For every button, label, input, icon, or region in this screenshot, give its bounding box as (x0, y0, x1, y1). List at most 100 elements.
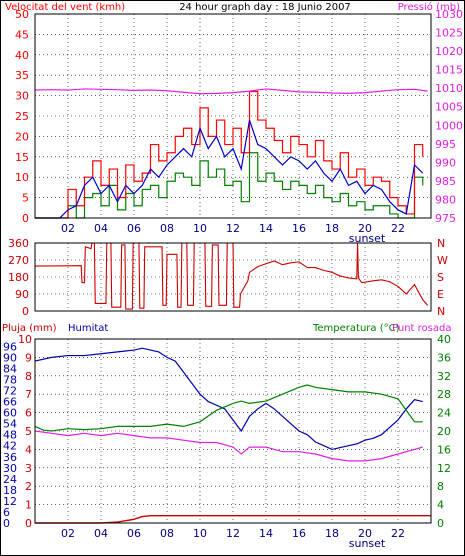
dewpoint-line (34, 430, 423, 462)
compass-ytick: N (437, 237, 445, 250)
wind-ytick: 5 (22, 192, 29, 205)
wind-ytick: 25 (15, 110, 29, 123)
dewpoint-axis-title: Punt rosada (392, 323, 451, 334)
wind-gust-line (35, 90, 424, 219)
pressure-ytick: 1030 (435, 8, 463, 21)
wind-average-line (35, 119, 424, 219)
humidity-ytick: 90 (3, 351, 17, 364)
chart-title: 24 hour graph day : 18 Junio 2007 (179, 2, 351, 13)
direction-ytick: 360 (8, 237, 29, 250)
temperature-line (34, 384, 423, 432)
wind-direction-line (34, 242, 429, 310)
humidity-ytick: 72 (3, 385, 17, 398)
climate-panel-frame (34, 338, 432, 524)
rain-ytick: 8 (25, 370, 32, 383)
compass-ytick: W (437, 254, 448, 267)
wind-panel-xtick: 20 (358, 222, 372, 235)
climate-panel-xtick: 18 (325, 527, 339, 540)
compass-ytick: S (437, 271, 444, 284)
pressure-ytick: 980 (435, 193, 456, 206)
wind-speed-axis-title: Velocitat del vent (kmh) (5, 2, 125, 13)
rain-ytick: 2 (25, 480, 32, 493)
climate-panel-xtick: 14 (259, 527, 273, 540)
humidity-ytick: 54 (3, 418, 17, 431)
wind-panel-xtick: 22 (391, 222, 405, 235)
wind-panel-xtick: 14 (259, 222, 273, 235)
temperature-axis-title: Temperatura (°C) (312, 323, 400, 334)
climate-panel-xtick: 20 (358, 527, 372, 540)
wind-ytick: 50 (15, 8, 29, 21)
rain-ytick: 6 (25, 407, 32, 420)
humidity-ytick: 6 (3, 506, 10, 519)
climate-panel-sunset-label: sunset (349, 537, 386, 550)
humidity-ytick: 60 (3, 407, 17, 420)
wind-ytick: 0 (22, 212, 29, 225)
humidity-axis-title: Humitat (68, 323, 108, 334)
wind-ytick: 35 (15, 69, 29, 82)
humidity-ytick: 78 (3, 373, 17, 386)
temperature-ytick: 32 (437, 370, 451, 383)
rain-ytick: 9 (25, 351, 32, 364)
compass-ytick: E (437, 288, 444, 301)
humidity-ytick: 30 (3, 462, 17, 475)
wind-ytick: 40 (15, 49, 29, 62)
climate-panel-xtick: 06 (127, 527, 141, 540)
temperature-ytick: 24 (437, 407, 451, 420)
temperature-ytick: 4 (437, 499, 444, 512)
wind-ytick: 20 (15, 130, 29, 143)
pressure-ytick: 995 (435, 138, 456, 151)
humidity-ytick: 66 (3, 396, 17, 409)
climate-panel-xtick: 16 (292, 527, 306, 540)
pressure-ytick: 1020 (435, 45, 463, 58)
pressure-line (34, 88, 428, 95)
humidity-line (34, 347, 423, 451)
temperature-ytick: 36 (437, 351, 451, 364)
wind-panel-frame (34, 13, 432, 219)
wind-panel-xtick: 02 (61, 222, 75, 235)
humidity-ytick: 42 (3, 440, 17, 453)
humidity-ytick: 96 (3, 340, 17, 353)
temperature-ytick: 20 (437, 425, 451, 438)
climate-panel-xtick: 04 (94, 527, 108, 540)
pressure-ytick: 975 (435, 212, 456, 225)
pressure-ytick: 1000 (435, 119, 463, 132)
wind-ytick: 30 (15, 90, 29, 103)
humidity-ytick: 24 (3, 473, 17, 486)
climate-panel-xtick: 12 (226, 527, 240, 540)
pressure-axis-title: Pressió (mb) (398, 1, 460, 13)
rain-ytick: 5 (25, 425, 32, 438)
temperature-ytick: 16 (437, 443, 451, 456)
climate-panel-xtick: 22 (391, 527, 405, 540)
pressure-ytick: 1005 (435, 101, 463, 114)
wind-panel-xtick: 16 (292, 222, 306, 235)
wind-panel-sunset-label: sunset (349, 232, 386, 245)
direction-ytick: 270 (8, 254, 29, 267)
wind-panel-xtick: 12 (226, 222, 240, 235)
rain-ytick: 0 (25, 517, 32, 530)
pressure-ytick: 990 (435, 156, 456, 169)
rain-ytick: 10 (18, 333, 32, 346)
pressure-ytick: 1025 (435, 27, 463, 40)
climate-panel-xtick: 08 (160, 527, 174, 540)
direction-ytick: 180 (8, 271, 29, 284)
wind-panel-xtick: 06 (127, 222, 141, 235)
rain-axis-title: Pluja (mm) (2, 323, 57, 334)
wind-panel-xtick: 04 (94, 222, 108, 235)
direction-panel-frame (34, 242, 432, 312)
wind-panel-xtick: 18 (325, 222, 339, 235)
temperature-ytick: 12 (437, 462, 451, 475)
temperature-ytick: 40 (437, 333, 451, 346)
wind-ytick: 10 (15, 171, 29, 184)
rain-ytick: 7 (25, 388, 32, 401)
humidity-ytick: 48 (3, 429, 17, 442)
rain-ytick: 1 (25, 499, 32, 512)
rain-ytick: 4 (25, 443, 32, 456)
humidity-ytick: 18 (3, 484, 17, 497)
humidity-ytick: 0 (3, 517, 10, 530)
temperature-ytick: 0 (437, 517, 444, 530)
temperature-ytick: 28 (437, 388, 451, 401)
pressure-ytick: 1010 (435, 82, 463, 95)
